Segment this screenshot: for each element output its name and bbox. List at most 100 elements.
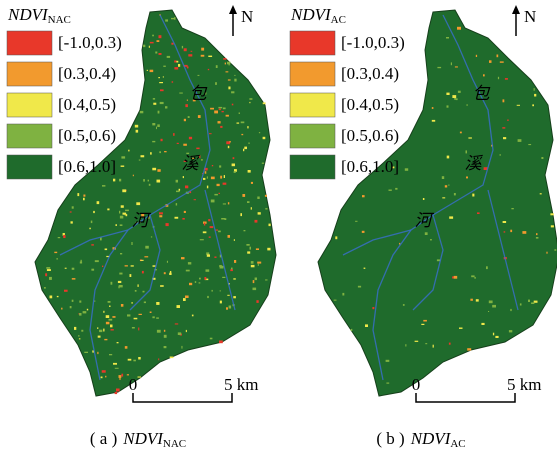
map-patch xyxy=(165,106,168,109)
legend-label: [0.4,0.5) xyxy=(58,95,116,114)
map-patch xyxy=(186,66,189,69)
map-patch xyxy=(399,242,401,245)
map-patch xyxy=(233,171,236,173)
map-patch xyxy=(100,376,103,379)
map-patch xyxy=(395,187,398,190)
map-patch xyxy=(169,356,174,359)
river xyxy=(372,14,494,381)
map-patch xyxy=(446,105,449,108)
map-patch xyxy=(174,16,176,20)
map-patch xyxy=(182,218,185,220)
map-patch xyxy=(163,346,167,349)
map-patch xyxy=(205,269,210,272)
map-patch xyxy=(193,199,196,201)
map-patch xyxy=(333,299,337,301)
map-patch xyxy=(230,269,233,272)
map-patch xyxy=(159,215,163,218)
map-patch xyxy=(466,104,468,106)
map-patch xyxy=(210,176,215,180)
map-patch xyxy=(546,251,548,254)
map-patch xyxy=(153,102,157,105)
panel: NDVINAC[-1.0,0.3)[0.3,0.4)[0.4,0.5)[0.5,… xyxy=(6,5,277,450)
map-patch xyxy=(97,335,101,338)
map-patch xyxy=(135,221,138,224)
map-patch xyxy=(206,254,210,257)
map-patch xyxy=(126,374,129,376)
map-patch xyxy=(165,19,168,22)
map-patch xyxy=(265,279,268,281)
map-patch xyxy=(243,230,246,232)
map-patch xyxy=(496,54,499,58)
map-patch xyxy=(121,156,126,159)
map-patch xyxy=(175,179,178,183)
map-patch xyxy=(474,276,476,279)
map-patch xyxy=(209,337,213,340)
map-patch xyxy=(44,287,46,289)
map-patch xyxy=(224,62,226,65)
map-patch xyxy=(156,317,159,319)
legend-label: [0.3,0.4) xyxy=(58,64,116,83)
map-patch xyxy=(78,335,80,337)
map-patch xyxy=(223,175,225,178)
map-patch xyxy=(133,359,136,362)
map-patch xyxy=(441,176,445,179)
map-patch xyxy=(113,178,116,182)
map-patch xyxy=(231,163,235,167)
map-patch xyxy=(218,108,221,111)
map-patch xyxy=(536,233,538,236)
map-patch xyxy=(219,165,222,168)
legend-label: [0.6,1.0] xyxy=(341,157,399,176)
caption-main: NDVI xyxy=(410,429,452,448)
map-patch xyxy=(155,51,158,54)
map-patch xyxy=(158,35,162,39)
river xyxy=(412,214,444,311)
river xyxy=(204,189,236,311)
map-patch xyxy=(156,40,160,42)
legend-swatch xyxy=(6,123,53,149)
map-patch xyxy=(232,157,235,160)
map-patch xyxy=(143,44,146,48)
map-patch xyxy=(121,373,124,377)
map-patch xyxy=(149,69,154,73)
map-patch xyxy=(77,193,80,197)
map-patch xyxy=(174,67,179,70)
map-region xyxy=(34,9,277,397)
caption-main: NDVI xyxy=(122,429,164,448)
map-patch xyxy=(149,311,152,313)
map-patch xyxy=(227,145,230,149)
caption-sub: AC xyxy=(450,438,465,450)
map-patch xyxy=(163,334,167,338)
map-patch xyxy=(178,188,181,191)
map-patch xyxy=(233,296,236,299)
map-patch xyxy=(199,239,204,241)
map-patch xyxy=(109,305,111,307)
river xyxy=(342,229,412,256)
map-patch xyxy=(363,267,366,269)
map-patch xyxy=(488,300,493,304)
map-patch xyxy=(422,198,425,200)
map-patch xyxy=(54,251,58,254)
map-patch xyxy=(182,176,184,179)
map-patch xyxy=(208,236,211,238)
map-patch xyxy=(119,272,123,275)
map-patch xyxy=(148,183,151,186)
map-patch xyxy=(247,126,249,129)
map-patch xyxy=(414,340,419,342)
map-patch xyxy=(134,124,139,128)
map-patch xyxy=(533,88,535,91)
map-patch xyxy=(108,318,113,321)
map-patch xyxy=(227,61,231,65)
map-patch xyxy=(199,155,201,159)
map-patch xyxy=(78,338,81,340)
map-patch xyxy=(196,147,200,150)
map-patch xyxy=(199,277,201,280)
map-patch xyxy=(163,329,166,332)
map-patch xyxy=(197,74,200,76)
map-patch xyxy=(206,176,208,179)
map-patch xyxy=(228,63,230,66)
map-patch xyxy=(115,224,117,226)
map-patch xyxy=(124,265,128,267)
map-patch xyxy=(504,78,508,80)
map-patch xyxy=(257,263,259,266)
map-patch xyxy=(262,136,266,140)
